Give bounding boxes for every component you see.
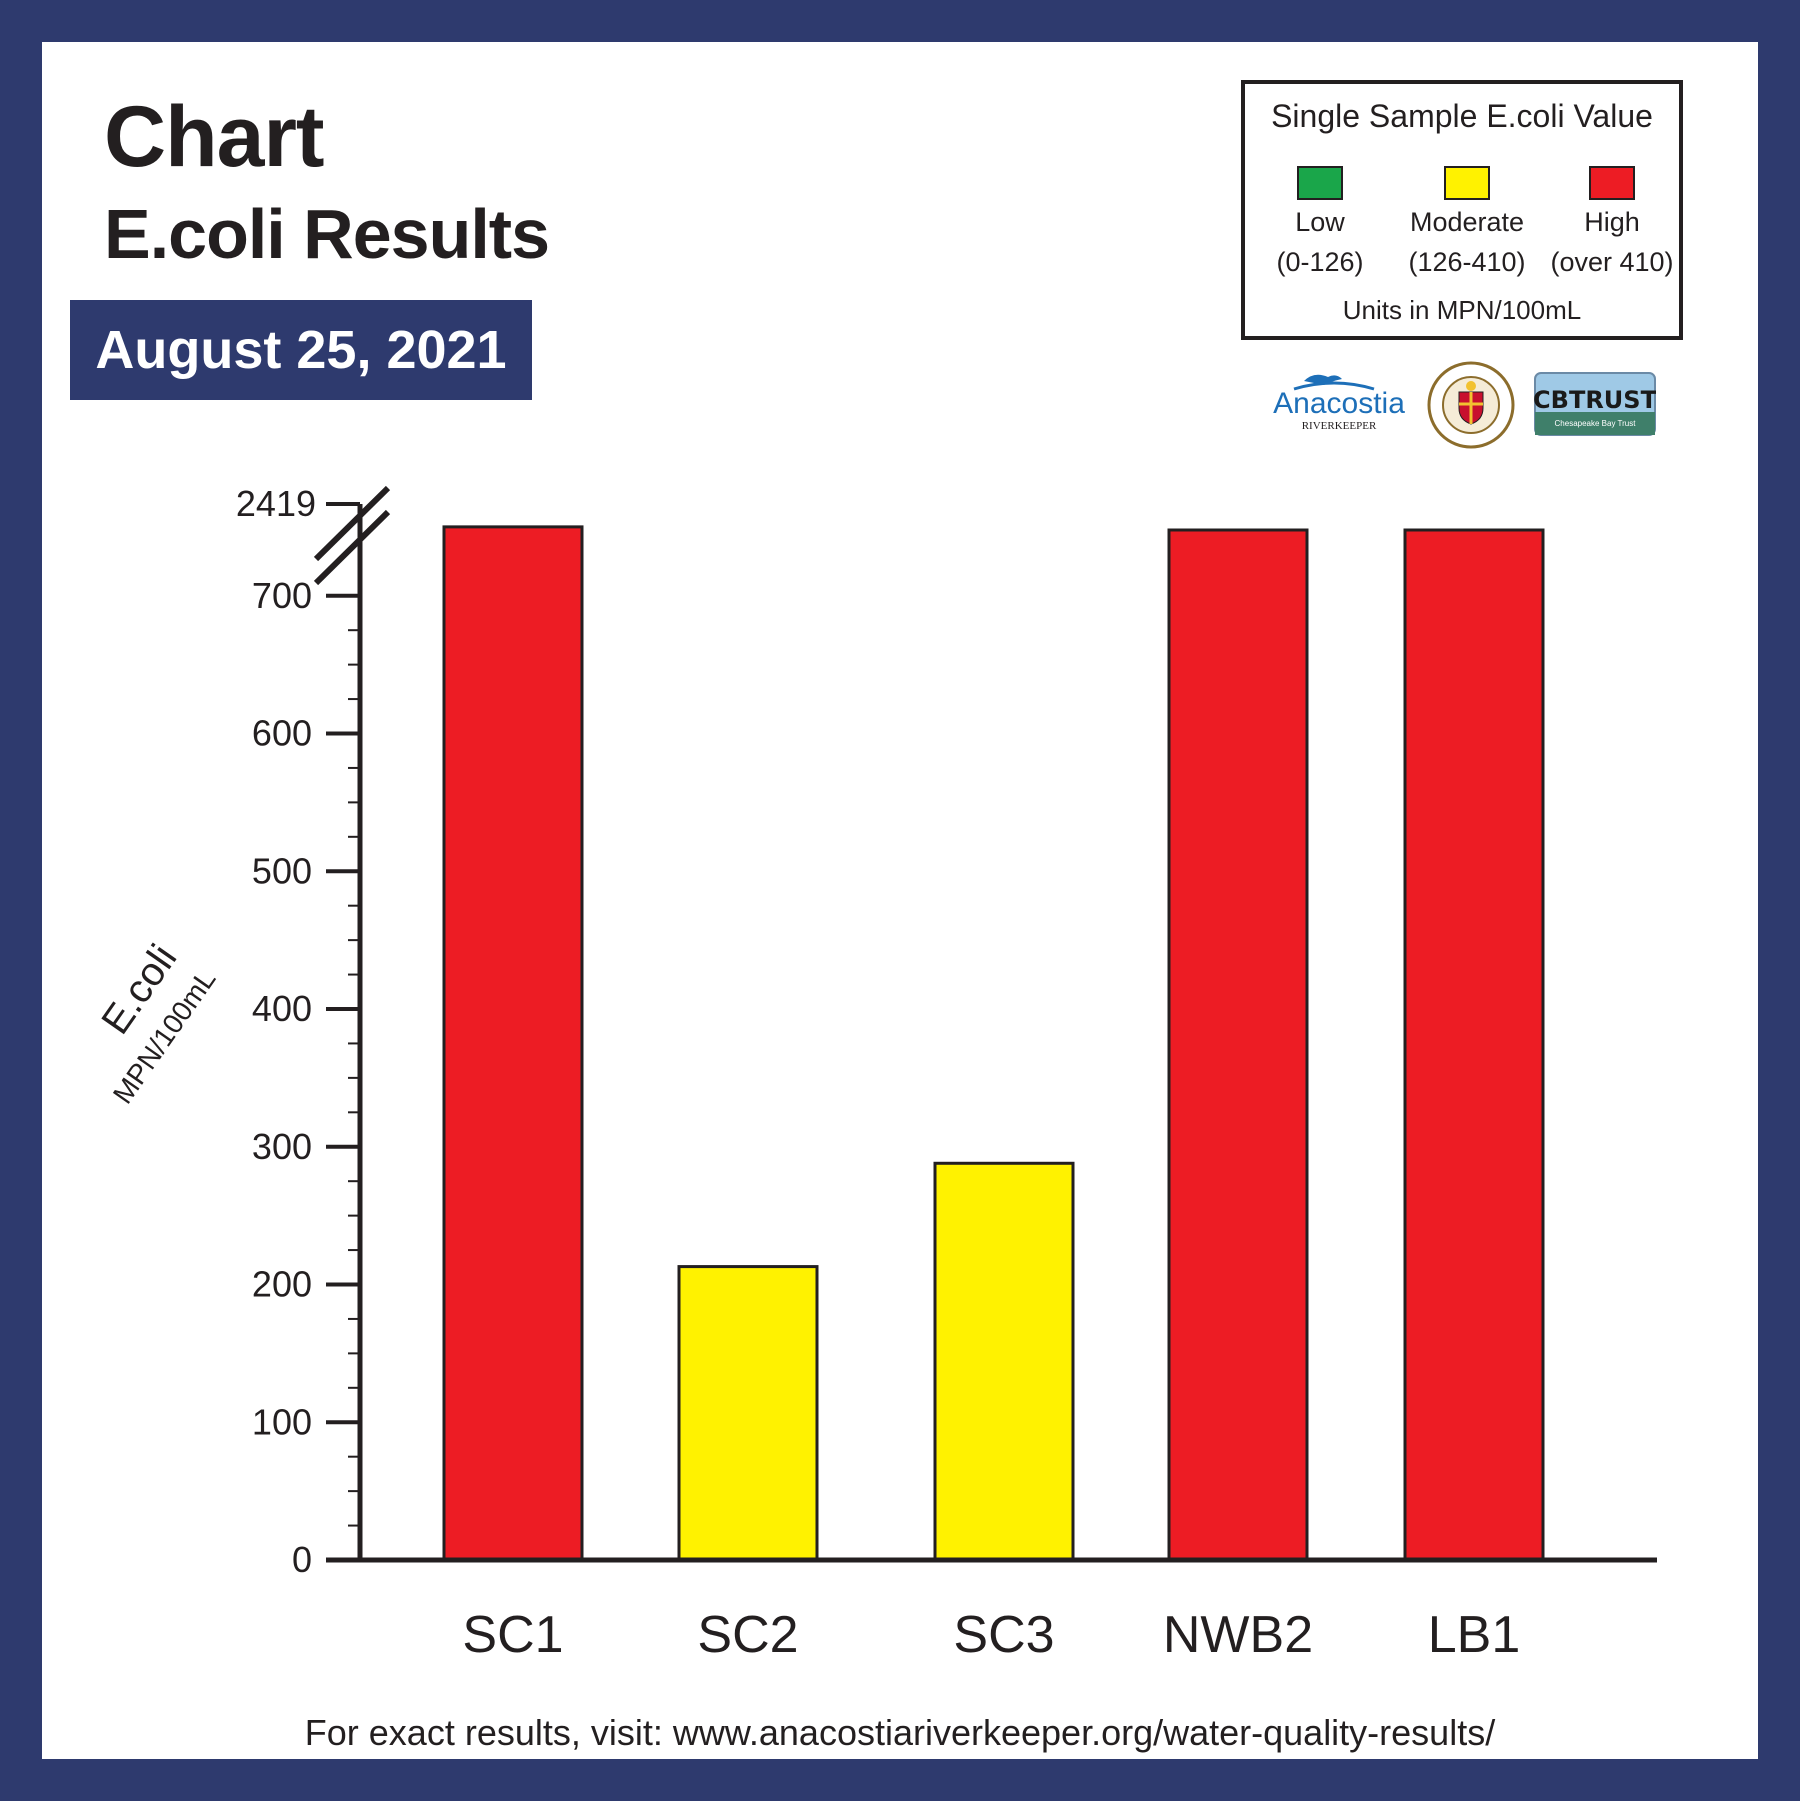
legend-item-low: Low (0-126) <box>1245 166 1395 280</box>
legend-label-low: Low <box>1295 207 1345 237</box>
cbt-logo-sub: Chesapeake Bay Trust <box>1555 419 1637 428</box>
legend-units: Units in MPN/100mL <box>1342 295 1582 325</box>
axis-break-marks <box>313 485 391 586</box>
chart-subtitle: E.coli Results <box>104 195 550 273</box>
anacostia-logo-sub: RIVERKEEPER <box>1302 420 1377 432</box>
legend: Single Sample E.coli Value Low (0-126) M… <box>1241 80 1683 340</box>
chart-title: Chart <box>104 89 325 185</box>
x-axis-labels: SC1 SC2 SC3 NWB2 LB1 <box>462 1606 1520 1664</box>
anacostia-logo-text: Anacostia <box>1273 387 1405 420</box>
bar-nwb2 <box>1167 528 1309 1562</box>
x-label-sc1: SC1 <box>462 1606 563 1664</box>
anacostia-riverkeeper-logo: Anacostia RIVERKEEPER <box>1273 374 1405 432</box>
legend-swatch-high <box>1589 166 1635 200</box>
y-tick-label: 0 <box>292 1539 312 1580</box>
bars <box>442 525 1545 1562</box>
montgomery-county-seal <box>1427 361 1515 449</box>
footer-link-text: For exact results, visit: www.anacostiar… <box>304 1712 1496 1753</box>
legend-range-low: (0-126) <box>1276 247 1364 277</box>
y-tick-label: 600 <box>252 713 312 754</box>
date-badge: August 25, 2021 <box>70 300 532 400</box>
y-tick-label: 300 <box>252 1126 312 1167</box>
legend-label-high: High <box>1584 207 1640 237</box>
axis-break-line <box>313 509 391 586</box>
legend-label-moderate: Moderate <box>1409 207 1525 237</box>
y-tick-label: 100 <box>252 1401 312 1442</box>
x-label-sc3: SC3 <box>953 1606 1054 1664</box>
legend-item-high: High (over 410) <box>1537 166 1687 280</box>
chesapeake-bay-trust-logo: CBTRUST Chesapeake Bay Trust <box>1534 372 1656 436</box>
x-label-nwb2: NWB2 <box>1163 1606 1313 1664</box>
bar-lb1 <box>1403 528 1545 1562</box>
legend-swatch-low <box>1297 166 1343 200</box>
bar-sc2 <box>677 1265 819 1562</box>
bar-chart: 0 100 200 300 400 500 600 700 2419 SC1 SC2 SC3 NWB2… <box>93 483 1657 1664</box>
legend-range-moderate: (126-410) <box>1408 247 1526 277</box>
legend-title: Single Sample E.coli Value <box>1271 98 1653 134</box>
legend-range-high: (over 410) <box>1550 247 1674 277</box>
bar-sc3 <box>933 1161 1075 1562</box>
y-tick-label-max: 2419 <box>236 483 316 524</box>
date-text: August 25, 2021 <box>95 320 507 380</box>
y-tick-label: 400 <box>252 988 312 1029</box>
x-label-sc2: SC2 <box>697 1606 798 1664</box>
axis-break-line <box>313 485 391 562</box>
chart-panel: Chart E.coli Results August 25, 2021 Sin… <box>42 42 1758 1759</box>
y-tick-label: 500 <box>252 850 312 891</box>
y-tick-label: 200 <box>252 1264 312 1305</box>
y-tick-label: 700 <box>252 575 312 616</box>
y-axis-ticks: 0 100 200 300 400 500 600 700 2419 <box>236 483 360 1580</box>
legend-item-moderate: Moderate (126-410) <box>1392 166 1542 280</box>
cbt-logo-text: CBTRUST <box>1534 386 1656 414</box>
legend-swatch-moderate <box>1444 166 1490 200</box>
bar-sc1 <box>442 525 584 1562</box>
x-label-lb1: LB1 <box>1428 1606 1521 1664</box>
